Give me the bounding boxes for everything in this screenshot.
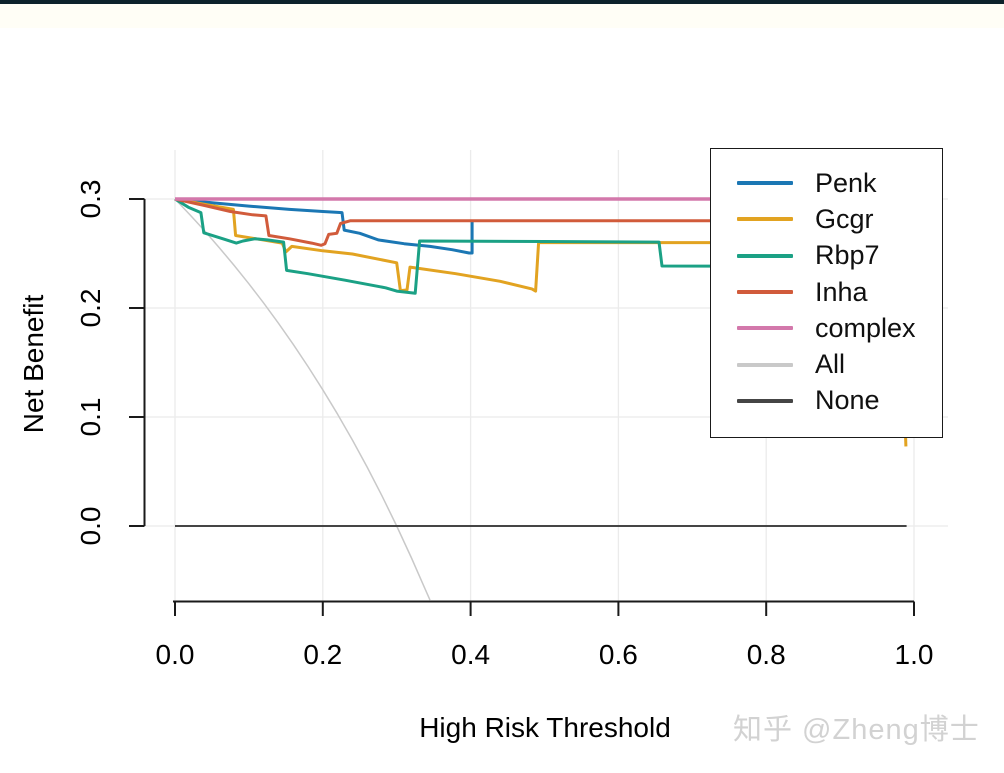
x-tick-label: 0.0: [156, 639, 195, 670]
y-tick-label: 0.0: [75, 507, 106, 546]
legend-label-penk: Penk: [815, 167, 877, 198]
legend-label-gcgr: Gcgr: [815, 203, 874, 234]
legend-item-inha: Inha: [711, 274, 942, 310]
x-tick-label: 0.4: [451, 639, 490, 670]
legend-item-all: All: [711, 346, 942, 382]
legend-item-none: None: [711, 383, 942, 419]
x-axis-title: High Risk Threshold: [419, 712, 671, 743]
top-strip: [0, 0, 1004, 4]
legend-label-none: None: [815, 385, 880, 416]
x-tick-label: 0.2: [303, 639, 342, 670]
legend-line-sample-all: [737, 362, 793, 367]
series-line-inha: [174, 197, 914, 247]
x-tick-label: 0.8: [747, 639, 786, 670]
legend-item-penk: Penk: [711, 165, 942, 201]
x-tick-label: 1.0: [895, 639, 934, 670]
legend-label-rbp7: Rbp7: [815, 240, 880, 271]
series-line-penk: [174, 197, 474, 255]
legend-line-sample-penk: [737, 181, 793, 186]
y-tick-label: 0.3: [75, 180, 106, 219]
legend-line-sample-none: [737, 398, 793, 403]
legend-box: Penk Gcgr Rbp7 Inha complex All None: [710, 148, 943, 438]
legend-item-rbp7: Rbp7: [711, 238, 942, 274]
legend-label-all: All: [815, 349, 846, 380]
legend-item-complex: complex: [711, 310, 942, 346]
legend-line-sample-inha: [737, 290, 793, 295]
legend-line-sample-complex: [737, 326, 793, 331]
legend-label-inha: Inha: [815, 276, 868, 307]
legend-item-gcgr: Gcgr: [711, 201, 942, 237]
y-tick-label: 0.1: [75, 398, 106, 437]
watermark: 知乎 @Zheng博士: [733, 714, 980, 746]
top-band: [0, 4, 1004, 28]
series-line-rbp7: [174, 197, 915, 295]
x-tick-label: 0.6: [599, 639, 638, 670]
legend-line-sample-rbp7: [737, 253, 793, 258]
legend-label-complex: complex: [815, 312, 916, 343]
series-line-all: [174, 198, 431, 601]
y-tick-label: 0.2: [75, 289, 106, 328]
y-axis-title: Net Benefit: [18, 294, 49, 434]
series-line-gcgr: [174, 197, 908, 447]
legend-line-sample-gcgr: [737, 217, 793, 222]
